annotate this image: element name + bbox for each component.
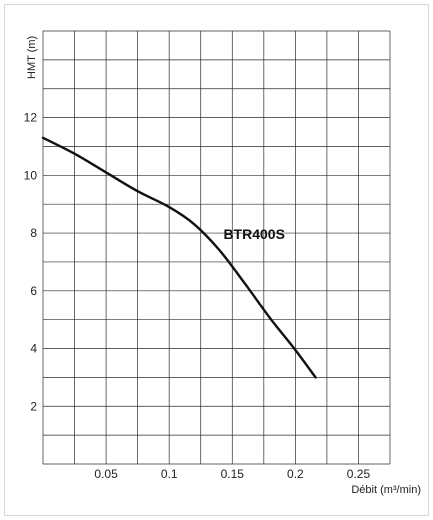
x-tick-label: 0.15: [221, 467, 245, 481]
y-tick-label: 4: [30, 342, 37, 356]
x-axis-label: Débit (m³/min): [351, 484, 421, 496]
x-tick-label: 0.05: [94, 467, 118, 481]
x-tick-label: 0.1: [161, 467, 178, 481]
x-tick-label: 0.2: [287, 467, 304, 481]
y-tick-labels: 2 4 6 8 10 12: [24, 111, 38, 414]
y-tick-label: 12: [24, 111, 38, 125]
pump-curve-chart: 2 4 6 8 10 12 0.05 0.1 0.15 0.2 0.25 BTR400S HMT …: [24, 30, 421, 496]
y-tick-label: 6: [30, 284, 37, 298]
x-tick-label: 0.25: [347, 467, 371, 481]
chart-frame: 2 4 6 8 10 12 0.05 0.1 0.15 0.2 0.25 BTR400S HMT …: [4, 4, 429, 516]
y-axis-label: HMT (m): [26, 36, 38, 79]
series-label-btr400s: BTR400S: [223, 226, 284, 242]
series-line-btr400s: [41, 136, 317, 379]
series: BTR400S: [41, 136, 317, 379]
y-tick-label: 8: [30, 226, 37, 240]
grid: [42, 30, 391, 465]
y-tick-label: 2: [30, 399, 37, 413]
y-tick-label: 10: [24, 168, 38, 182]
x-tick-labels: 0.05 0.1 0.15 0.2 0.25: [94, 467, 370, 481]
